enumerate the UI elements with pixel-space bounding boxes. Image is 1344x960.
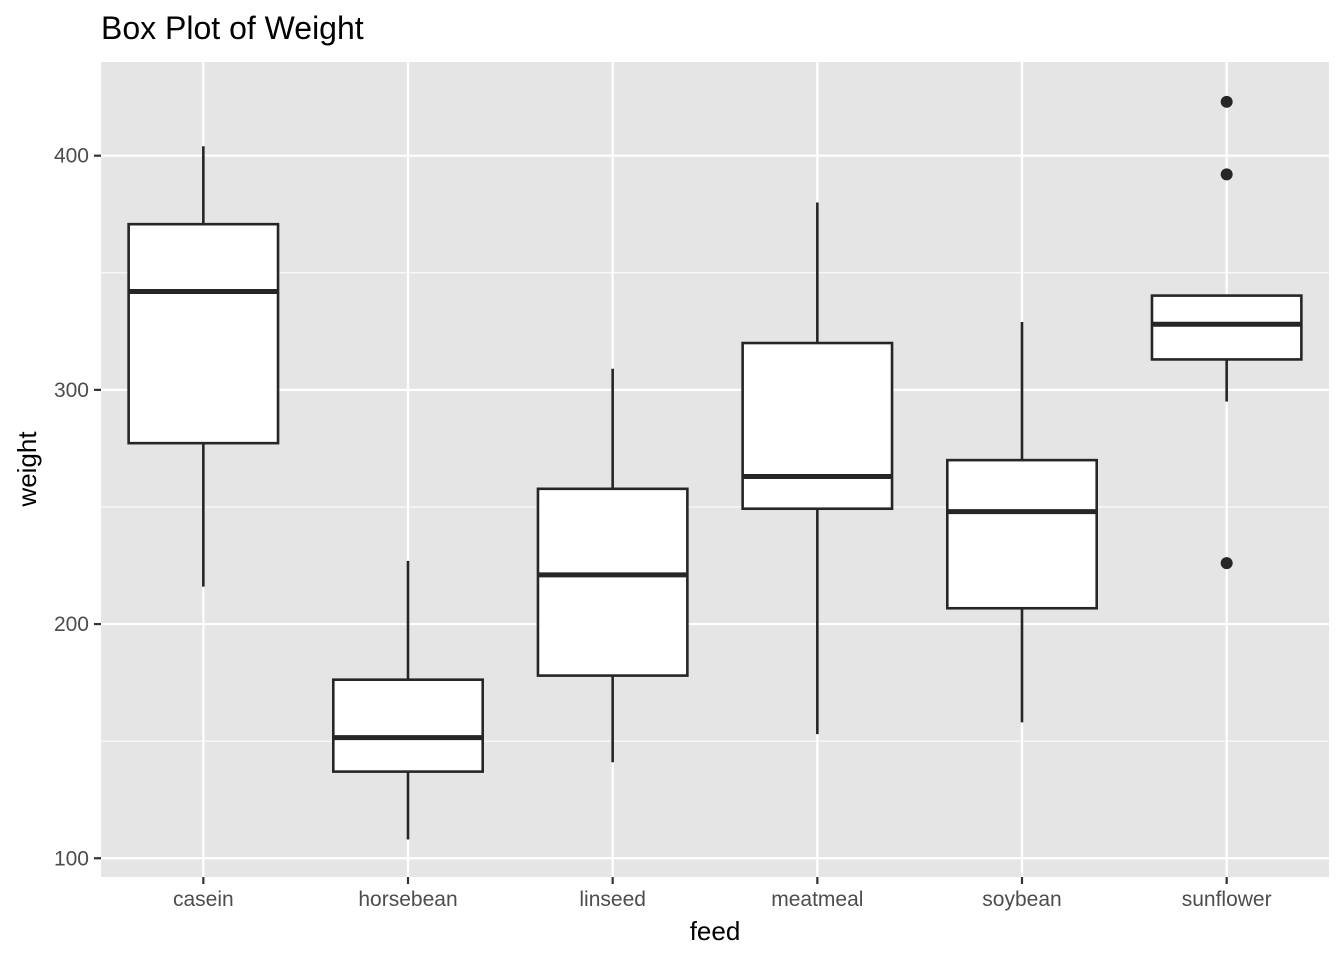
x-tick-label: casein	[173, 888, 234, 911]
x-tick-label: sunflower	[1182, 888, 1272, 911]
y-tick-label: 200	[54, 613, 89, 636]
box-soybean	[945, 321, 1099, 723]
x-tick-label: meatmeal	[771, 888, 863, 911]
chart-title: Box Plot of Weight	[101, 10, 364, 46]
y-tick-label: 100	[54, 847, 89, 870]
box-casein	[127, 146, 280, 587]
outlier-point	[1220, 557, 1233, 570]
box-iqr	[127, 222, 280, 445]
outlier-point	[1220, 95, 1233, 108]
box-iqr	[741, 341, 894, 511]
x-tick-label: linseed	[579, 888, 646, 911]
y-axis: 100 200 300 400	[54, 145, 101, 870]
outlier-point	[1220, 168, 1233, 181]
x-axis-title: feed	[690, 916, 741, 946]
plot-panel	[101, 62, 1329, 877]
box-iqr	[331, 678, 485, 773]
y-tick-label: 400	[54, 145, 89, 168]
box-horsebean	[331, 560, 485, 840]
x-tick-label: horsebean	[358, 888, 457, 911]
box-linseed	[536, 368, 689, 763]
box-iqr	[1150, 294, 1303, 361]
y-axis-title: weight	[12, 431, 42, 508]
y-tick-label: 300	[54, 379, 89, 402]
x-tick-label: soybean	[982, 888, 1061, 911]
box-sunflower	[1150, 95, 1303, 570]
box-series	[127, 95, 1303, 840]
minor-gridlines	[101, 272, 1329, 742]
box-meatmeal	[741, 202, 894, 735]
box-iqr	[945, 458, 1099, 610]
box-iqr	[536, 487, 689, 677]
x-axis: casein horsebean linseed meatmeal soybean sun…	[173, 877, 1272, 911]
